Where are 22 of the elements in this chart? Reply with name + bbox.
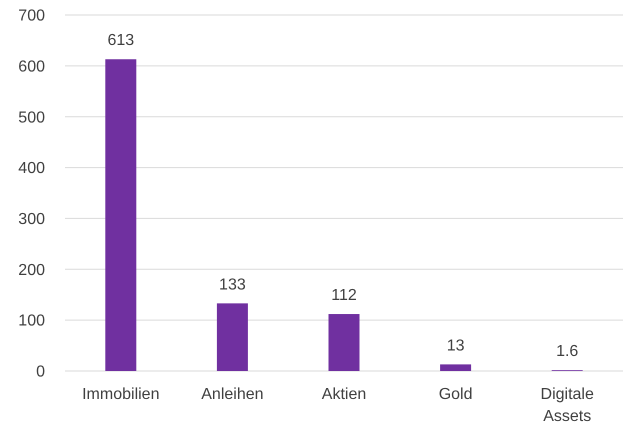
data-label: 112 — [331, 287, 357, 304]
y-tick-label: 500 — [18, 109, 46, 126]
y-tick-label: 0 — [36, 364, 46, 381]
bar — [105, 59, 136, 371]
x-tick-label: Digitale Assets — [540, 386, 594, 425]
x-tick-label: Anleihen — [201, 386, 264, 403]
y-tick-label: 600 — [18, 58, 46, 76]
data-label: 133 — [219, 276, 246, 294]
data-label: 1.6 — [556, 343, 578, 360]
x-tick-label: Aktien — [322, 386, 366, 403]
y-tick-label: 100 — [18, 312, 46, 330]
y-tick-label: 400 — [18, 160, 46, 178]
data-label: 13 — [446, 337, 465, 354]
x-tick-label: Immobilien — [82, 386, 160, 403]
x-tick-label: Gold — [438, 386, 472, 403]
bar — [440, 364, 472, 371]
bar — [328, 314, 360, 371]
data-label: 613 — [107, 32, 134, 50]
y-tick-label: 200 — [18, 262, 46, 279]
y-tick-label: 300 — [18, 211, 46, 228]
y-tick-label: 700 — [18, 8, 46, 25]
bar — [216, 303, 248, 371]
